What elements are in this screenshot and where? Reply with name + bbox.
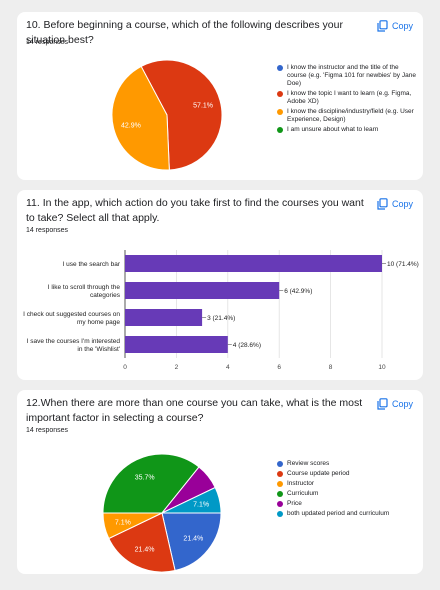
x-tick-label: 10 — [378, 364, 386, 371]
bar-chart: 0 2 4 6 8 10 I use the search bar 10 (71.4%) I l… — [23, 250, 419, 371]
legend-item: Curriculum — [277, 490, 417, 498]
copy-icon — [377, 20, 388, 32]
chart-legend: I know the instructor and the title of t… — [277, 64, 417, 136]
legend-swatch — [277, 471, 283, 477]
legend-item: I am unsure about what to learn — [277, 126, 417, 134]
legend-swatch — [277, 501, 283, 507]
slice-label: 21.4% — [135, 547, 155, 554]
legend-label: Review scores — [287, 460, 330, 467]
slice-label: 21.4% — [183, 536, 203, 543]
pie-chart: 21.4% 21.4% 7.1% 35.7% 7.1% — [102, 453, 222, 573]
slice-label: 57.1% — [193, 103, 213, 110]
copy-icon — [377, 198, 388, 210]
category-label: I use the search bar — [63, 261, 121, 268]
category-label: I save the courses I'm interested in the … — [27, 338, 121, 353]
legend-label: Curriculum — [287, 490, 319, 497]
slice-label: 35.7% — [135, 474, 155, 481]
legend-swatch — [277, 511, 283, 517]
legend-label: Instructor — [287, 480, 315, 487]
pie-chart: 57.1% 42.9% — [111, 59, 223, 171]
response-count: 14 responses — [26, 427, 69, 434]
legend-label: Course update period — [287, 470, 350, 477]
legend-label: I know the instructor and the title of t… — [287, 64, 416, 87]
question-card-11: 11. In the app, which action do you take… — [17, 190, 423, 380]
value-label: 6 (42.9%) — [284, 288, 312, 295]
slice-label: 7.1% — [193, 502, 209, 509]
question-card-12: 12.When there are more than one course y… — [17, 390, 423, 574]
question-card-10: 10. Before beginning a course, which of … — [17, 12, 423, 180]
legend-swatch — [277, 461, 283, 467]
legend-item: Course update period — [277, 470, 417, 478]
copy-label: Copy — [391, 199, 413, 209]
value-label: 3 (21.4%) — [207, 315, 235, 322]
legend-swatch — [277, 481, 283, 487]
pie-slice — [111, 65, 170, 171]
legend-swatch — [277, 65, 283, 71]
legend-item: I know the topic I want to learn (e.g. F… — [277, 90, 417, 106]
value-label: 10 (71.4%) — [387, 261, 419, 268]
pie-slice — [140, 59, 223, 171]
copy-icon — [377, 398, 388, 410]
legend-swatch — [277, 109, 283, 115]
question-title: 10. Before beginning a course, which of … — [26, 19, 343, 46]
x-tick-label: 2 — [175, 364, 179, 371]
question-title: 11. In the app, which action do you take… — [26, 197, 364, 224]
pie-slice — [161, 486, 222, 514]
copy-button[interactable]: Copy — [377, 20, 413, 32]
legend-item: I know the instructor and the title of t… — [277, 64, 417, 88]
slice-label: 42.9% — [121, 122, 141, 129]
legend-label: Price — [287, 500, 302, 507]
x-tick-label: 0 — [123, 364, 127, 371]
legend-item: I know the discipline/industry/field (e.… — [277, 108, 417, 124]
copy-label: Copy — [391, 21, 413, 31]
pie-slice — [108, 512, 176, 573]
legend-label: both updated period and curriculum — [287, 510, 390, 517]
chart-legend: Review scores Course update period Instruc… — [277, 460, 417, 520]
legend-swatch — [277, 91, 283, 97]
copy-label: Copy — [391, 399, 413, 409]
legend-item: Instructor — [277, 480, 417, 488]
x-tick-label: 6 — [277, 364, 281, 371]
pie-slice — [102, 453, 200, 514]
legend-item: Price — [277, 500, 417, 508]
pie-slice — [161, 512, 222, 572]
copy-button[interactable]: Copy — [377, 398, 413, 410]
legend-item: both updated period and curriculum — [277, 510, 417, 518]
legend-swatch — [277, 127, 283, 133]
slice-label: 7.1% — [115, 519, 131, 526]
legend-item: Review scores — [277, 460, 417, 468]
bar — [125, 282, 280, 299]
copy-button[interactable]: Copy — [377, 198, 413, 210]
x-tick-label: 4 — [226, 364, 230, 371]
legend-swatch — [277, 491, 283, 497]
legend-label: I am unsure about what to learn — [287, 126, 379, 133]
bar — [125, 309, 203, 326]
response-count: 14 responses — [26, 39, 69, 46]
bar — [125, 255, 382, 272]
bar — [125, 336, 228, 353]
response-count: 14 responses — [26, 227, 69, 234]
legend-label: I know the topic I want to learn (e.g. F… — [287, 90, 412, 105]
question-title: 12.When there are more than one course y… — [26, 397, 363, 424]
category-label: I like to scroll through the categories — [48, 284, 121, 299]
category-label: I check out suggested courses on my home … — [23, 311, 120, 326]
legend-label: I know the discipline/industry/field (e.… — [287, 108, 414, 123]
x-tick-label: 8 — [329, 364, 333, 371]
value-label: 4 (28.6%) — [233, 342, 261, 349]
